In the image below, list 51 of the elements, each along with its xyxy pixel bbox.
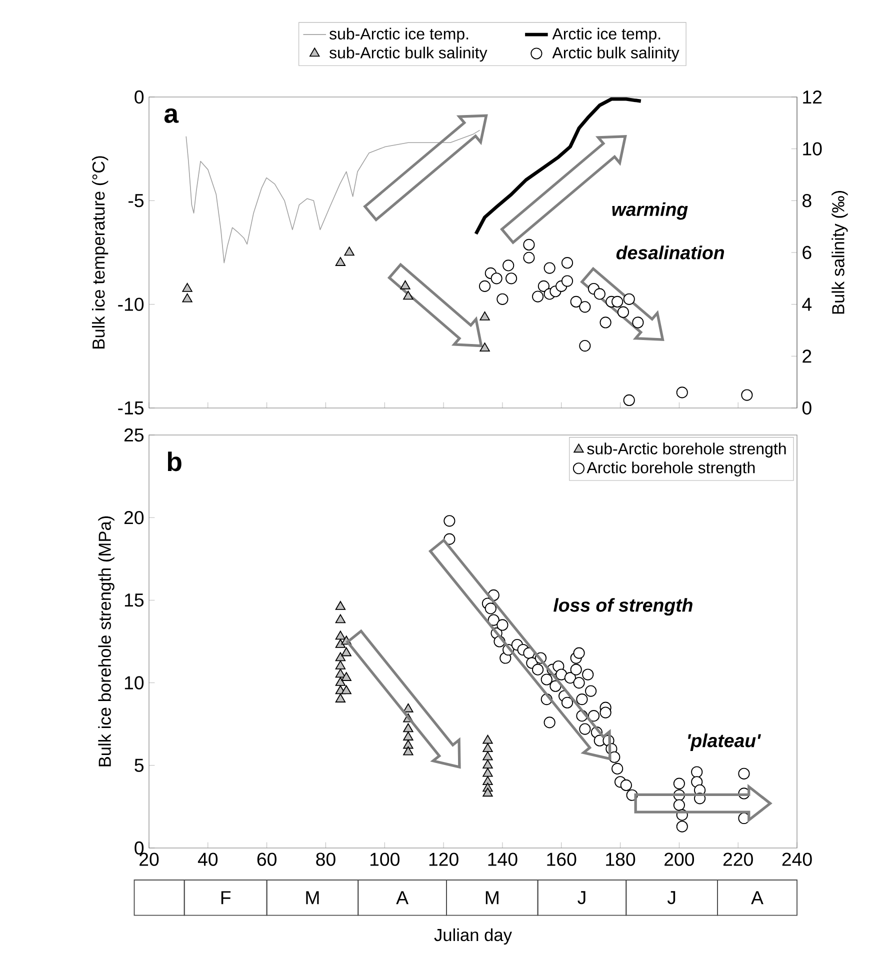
annotation: a [164, 108, 179, 123]
x-tick-label: 140 [488, 852, 518, 866]
y2-tick-label: 4 [802, 298, 812, 311]
y-tick-label: 0 [134, 90, 144, 104]
legend-label: sub-Arctic borehole strength [587, 442, 786, 458]
y2-tick-label: 12 [803, 90, 822, 104]
y-tick-label: 5 [134, 758, 144, 772]
y-tick-label: 0 [134, 841, 144, 855]
annotation: 'plateau' [688, 734, 761, 751]
text: F [221, 891, 231, 904]
annotation: desalination [616, 246, 724, 260]
y-tick-label: 25 [124, 428, 144, 442]
y-axis-title: Bulk ice borehole strength (MPa) [98, 516, 114, 766]
x-tick-label: 40 [198, 852, 218, 866]
x-tick-label: 240 [782, 852, 812, 866]
text: A [396, 891, 409, 904]
legend-label: Arctic bulk salinity [552, 46, 680, 62]
text: A [751, 891, 764, 904]
y2-tick-label: 10 [803, 142, 822, 156]
legend-label: sub-Arctic bulk salinity [330, 46, 488, 62]
y-tick-label: 10 [124, 676, 144, 690]
y-tick-label: -15 [118, 401, 144, 415]
y-tick-label: 20 [124, 510, 144, 524]
y-tick-label: -10 [118, 298, 144, 311]
y-tick-label: 15 [124, 594, 144, 607]
x-tick-label: 160 [547, 852, 576, 866]
x-tick-label: 220 [723, 852, 753, 866]
legend-label: Arctic borehole strength [586, 462, 755, 477]
annotation: loss of strength [554, 598, 692, 616]
x-tick-label: 180 [606, 852, 636, 866]
text: J [667, 891, 676, 904]
y2-tick-label: 2 [802, 350, 812, 363]
x-tick-label: 200 [664, 852, 694, 866]
annotation: warming [612, 202, 688, 220]
text: J [578, 891, 586, 904]
x-tick-label: 100 [370, 852, 400, 866]
x-tick-label: 80 [316, 852, 336, 866]
text: M [486, 891, 498, 904]
x-tick-label: 120 [429, 852, 458, 866]
y2-tick-label: 6 [802, 246, 812, 260]
y2-tick-label: 0 [802, 401, 812, 415]
text: M [306, 891, 319, 904]
legend-label: Arctic ice temp. [552, 28, 660, 43]
x-tick-label: 60 [257, 852, 276, 866]
x-axis-title: Julian day [434, 928, 512, 945]
y-tick-label: -5 [128, 194, 144, 208]
y2-tick-label: 8 [802, 194, 812, 208]
y-axis-title: Bulk ice temperature (°C) [92, 156, 108, 348]
annotation: b [168, 452, 182, 472]
y2-axis-title: Bulk salinity (‰) [832, 190, 848, 314]
legend-label: sub-Arctic ice temp. [330, 28, 468, 43]
